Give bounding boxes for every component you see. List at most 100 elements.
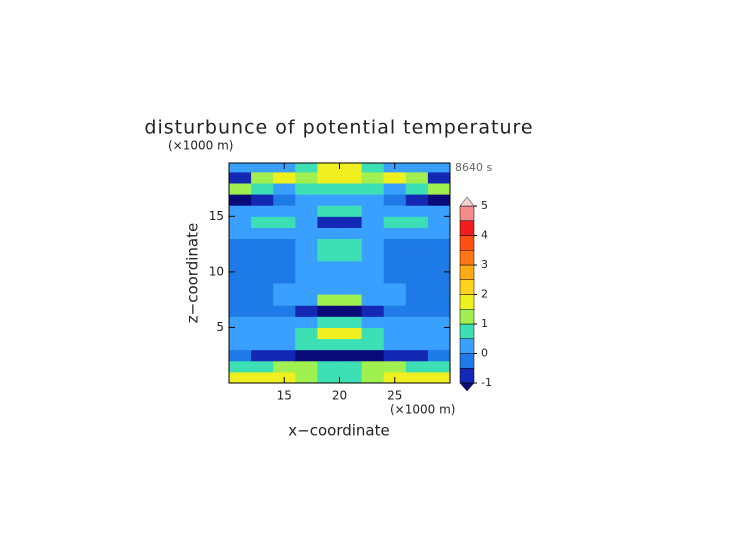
colorbar-band (459, 279, 475, 295)
contour-cell (229, 294, 252, 306)
contour-cell (295, 349, 318, 362)
colorbar-extend-high (459, 196, 475, 207)
y-tick-label: 15 (209, 209, 224, 223)
contour-cell (273, 305, 296, 317)
contour-cell (295, 227, 318, 240)
contour-cell (405, 294, 429, 306)
contour-cell (273, 349, 296, 362)
contour-cell (339, 283, 363, 295)
contour-cell (383, 205, 407, 217)
colorbar-tick-label: -1 (481, 376, 492, 389)
contour-cell (427, 249, 451, 262)
contour-cell (383, 349, 407, 362)
contour-cell (295, 216, 318, 228)
colorbar-tick-label: 5 (481, 199, 488, 212)
contour-cell (361, 238, 385, 251)
contour-cell (295, 305, 318, 317)
contour-cell (317, 227, 340, 240)
contour-cell (405, 216, 429, 228)
contour-cell (229, 249, 252, 262)
colorbar-band (459, 338, 475, 354)
contour-cell (427, 238, 451, 251)
contour-cell (427, 194, 451, 206)
contour-cell (361, 227, 385, 240)
contour-cell (273, 316, 296, 328)
contour-cell (229, 227, 252, 240)
contour-cell (405, 360, 429, 373)
contour-cell (427, 360, 451, 373)
contour-cell (251, 349, 274, 362)
contour-cell (295, 260, 318, 273)
contour-cell (317, 338, 340, 351)
contour-cell (229, 163, 252, 173)
contour-cell (383, 283, 407, 295)
contour-cell (251, 338, 274, 351)
contour-cell (405, 327, 429, 340)
contour-cell (229, 305, 252, 317)
contour-cell (317, 294, 340, 306)
colorbar-tick-label: 1 (481, 317, 488, 330)
contour-cell (405, 205, 429, 217)
contour-cell (339, 260, 363, 273)
contour-cell (361, 205, 385, 217)
contour-cell (317, 360, 340, 373)
contour-cell (317, 371, 340, 384)
contour-cell (251, 238, 274, 251)
contour-cell (273, 216, 296, 228)
contour-cell (251, 227, 274, 240)
contour-cell (383, 194, 407, 206)
contour-cell (427, 349, 451, 362)
contour-cell (427, 371, 451, 384)
contour-cell (295, 294, 318, 306)
contour-cell (229, 194, 252, 206)
contour-cell (383, 360, 407, 373)
contour-cell (295, 271, 318, 284)
contour-cell (251, 260, 274, 273)
contour-cell (405, 349, 429, 362)
colorbar-band (459, 353, 475, 369)
contour-cell (251, 360, 274, 373)
colorbar-band (459, 323, 475, 339)
contour-cell (427, 205, 451, 217)
contour-cell (383, 271, 407, 284)
contour-cell (295, 283, 318, 295)
contour-cell (317, 171, 340, 184)
contour-cell (405, 305, 429, 317)
contour-cell (427, 294, 451, 306)
y-tick-label: 5 (216, 320, 224, 334)
contour-cell (427, 327, 451, 340)
contour-cell (295, 371, 318, 384)
contour-cell (317, 183, 340, 195)
contour-cell (251, 183, 274, 195)
contour-cell (339, 205, 363, 217)
contour-cell (405, 163, 429, 173)
contour-cell (427, 305, 451, 317)
contour-cell (361, 271, 385, 284)
contour-cell (405, 227, 429, 240)
contour-cell (273, 205, 296, 217)
contour-cell (405, 371, 429, 384)
contour-cell (251, 194, 274, 206)
contour-cell (317, 205, 340, 217)
y-axis-label: z−coordinate (184, 223, 202, 323)
contour-cell (405, 194, 429, 206)
contour-cell (361, 316, 385, 328)
contour-cell (229, 327, 252, 340)
contour-cell (273, 283, 296, 295)
contour-cell (361, 194, 385, 206)
contour-cell (405, 171, 429, 184)
contour-cell (251, 249, 274, 262)
contour-cell (383, 227, 407, 240)
contour-cell (229, 371, 252, 384)
contour-cell (229, 316, 252, 328)
y-unit: (×1000 m) (168, 139, 233, 153)
contour-cell (317, 349, 340, 362)
contour-cell (361, 183, 385, 195)
contour-cell (361, 260, 385, 273)
contour-cell (251, 205, 274, 217)
contour-cell (273, 227, 296, 240)
contour-cell (339, 371, 363, 384)
contour-cell (251, 283, 274, 295)
contour-cell (339, 249, 363, 262)
contour-cell (229, 271, 252, 284)
